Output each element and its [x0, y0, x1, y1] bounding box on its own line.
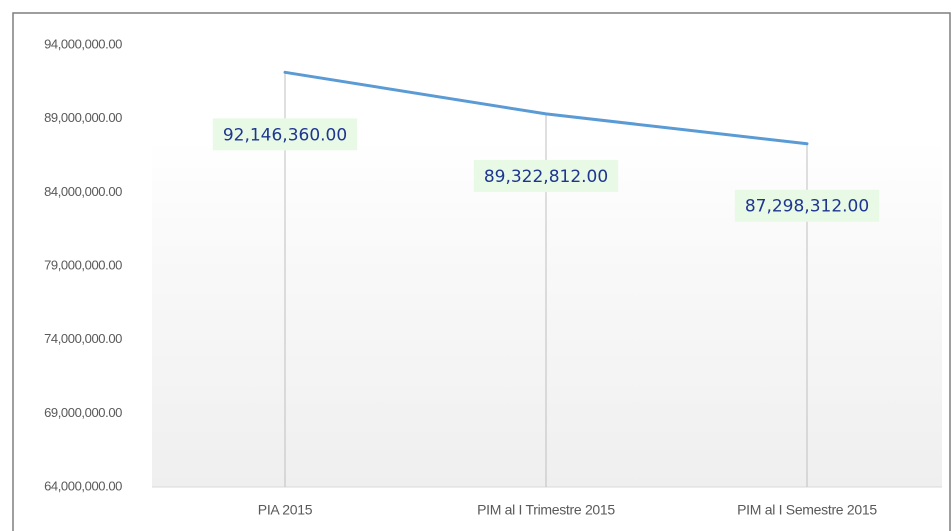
data-label-box: [473, 159, 619, 192]
y-tick-label: 84,000,000.00: [44, 184, 122, 199]
y-tick-label: 74,000,000.00: [44, 331, 122, 346]
y-tick-label: 64,000,000.00: [44, 478, 122, 493]
data-label-box: [212, 118, 358, 151]
y-tick-label: 94,000,000.00: [44, 36, 122, 51]
y-tick-label: 79,000,000.00: [44, 257, 122, 272]
x-tick-label: PIA 2015: [258, 502, 313, 518]
y-tick-label: 69,000,000.00: [44, 405, 122, 420]
x-tick-label: PIM al I Trimestre 2015: [477, 502, 615, 518]
data-label-box: [734, 189, 880, 222]
data-label: 87,298,312.00: [745, 197, 869, 217]
series-line: [283, 70, 809, 146]
data-label: 89,322,812.00: [484, 167, 608, 187]
data-label: 92,146,360.00: [223, 125, 347, 145]
x-tick-label: PIM al I Semestre 2015: [737, 502, 877, 518]
y-tick-label: 89,000,000.00: [44, 110, 122, 125]
